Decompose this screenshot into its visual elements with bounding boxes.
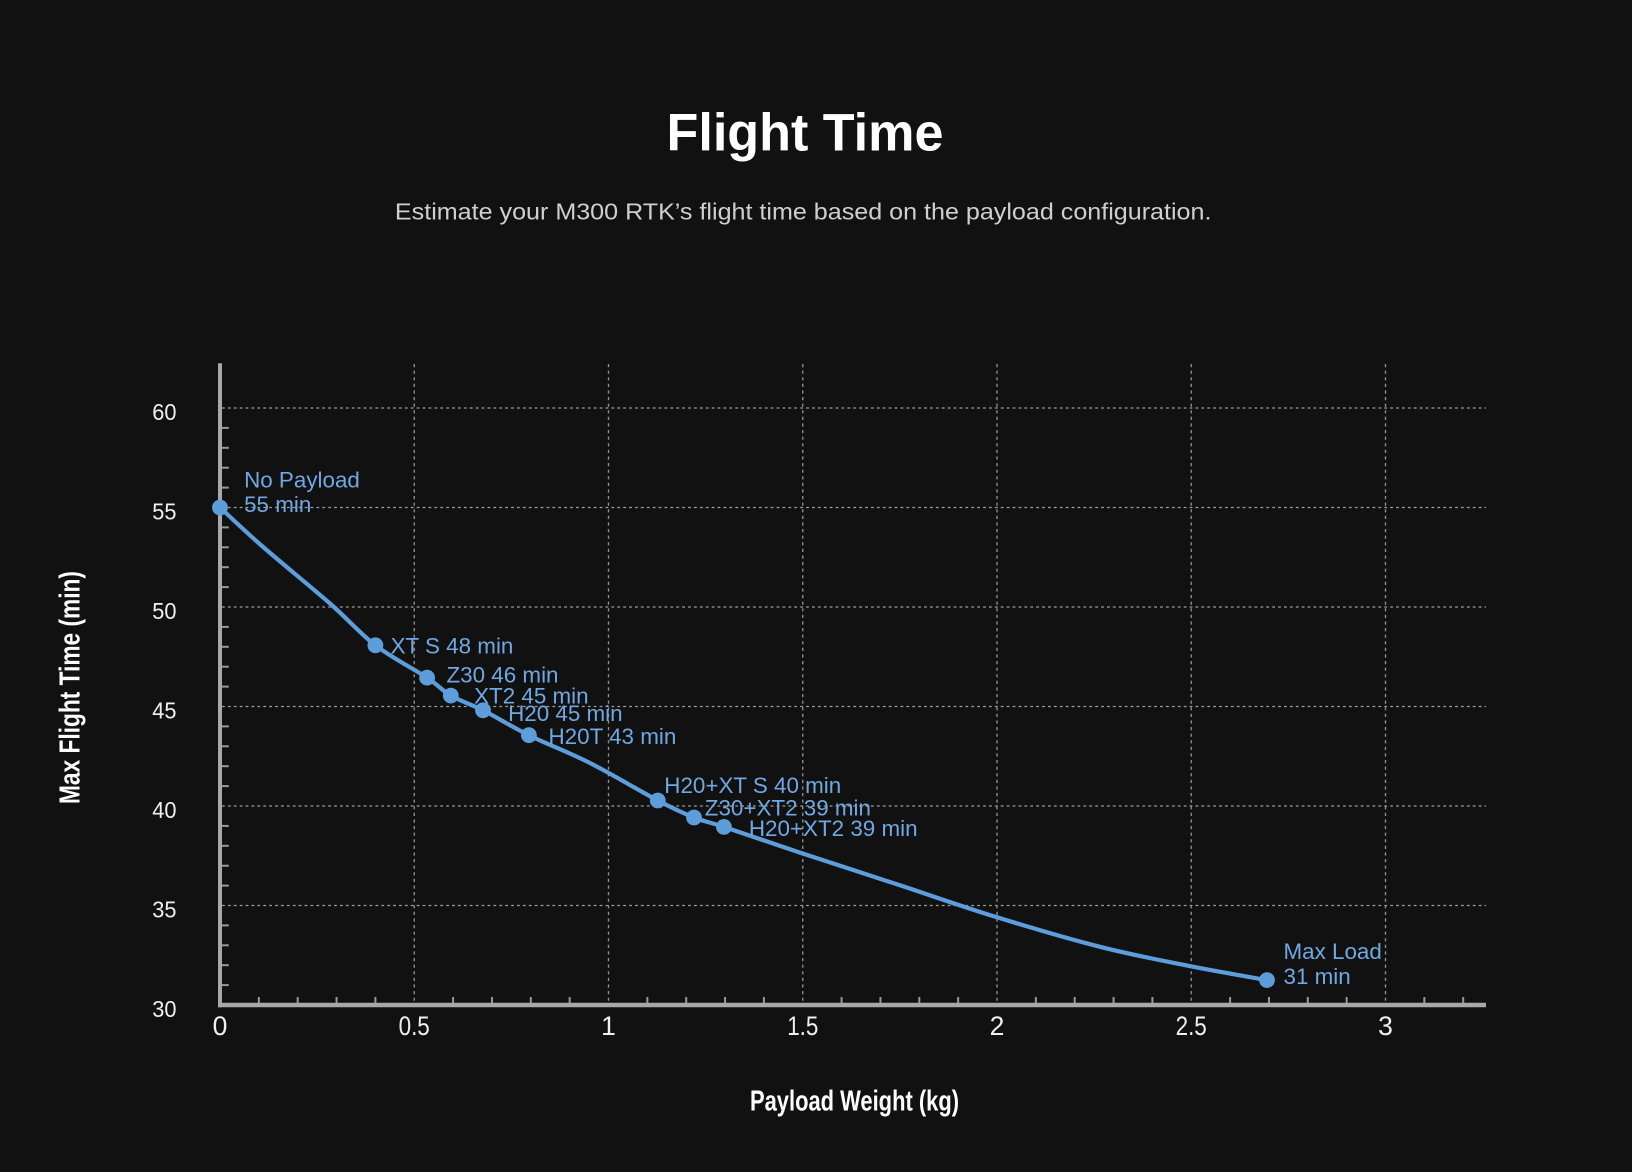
svg-text:0.5: 0.5	[399, 1011, 430, 1041]
svg-text:31 min: 31 min	[1284, 964, 1351, 989]
svg-text:No Payload: No Payload	[244, 468, 360, 493]
svg-text:0: 0	[213, 1011, 228, 1041]
svg-text:Estimate your M300 RTK’s fligh: Estimate your M300 RTK’s flight time bas…	[395, 199, 1212, 225]
svg-text:H20+XT S 40 min: H20+XT S 40 min	[664, 773, 841, 798]
svg-text:1.5: 1.5	[787, 1011, 818, 1041]
svg-text:Max Load: Max Load	[1284, 939, 1382, 964]
svg-text:50: 50	[152, 598, 176, 624]
svg-text:55: 55	[152, 498, 176, 524]
svg-text:Z30+XT2 39 min: Z30+XT2 39 min	[705, 796, 871, 821]
svg-text:XT2 45 min: XT2 45 min	[474, 684, 588, 709]
svg-text:H20T 43 min: H20T 43 min	[549, 724, 677, 749]
svg-text:2.5: 2.5	[1176, 1011, 1207, 1041]
svg-text:3: 3	[1378, 1011, 1393, 1041]
svg-text:H20+XT2 39 min: H20+XT2 39 min	[749, 816, 918, 841]
svg-text:Max Flight Time (min): Max Flight Time (min)	[55, 571, 87, 804]
svg-text:H20 45 min: H20 45 min	[508, 701, 623, 726]
svg-text:60: 60	[152, 399, 176, 425]
svg-text:Flight Time: Flight Time	[667, 104, 944, 163]
svg-text:40: 40	[152, 797, 176, 823]
svg-text:30: 30	[152, 996, 176, 1022]
svg-text:Payload Weight (kg): Payload Weight (kg)	[750, 1085, 959, 1117]
svg-text:1: 1	[601, 1011, 616, 1041]
svg-text:2: 2	[990, 1011, 1005, 1041]
svg-text:45: 45	[152, 697, 176, 723]
svg-text:XT S 48 min: XT S 48 min	[391, 633, 514, 658]
svg-text:Z30 46 min: Z30 46 min	[447, 663, 559, 688]
svg-text:55 min: 55 min	[244, 492, 311, 517]
svg-text:35: 35	[152, 896, 176, 922]
